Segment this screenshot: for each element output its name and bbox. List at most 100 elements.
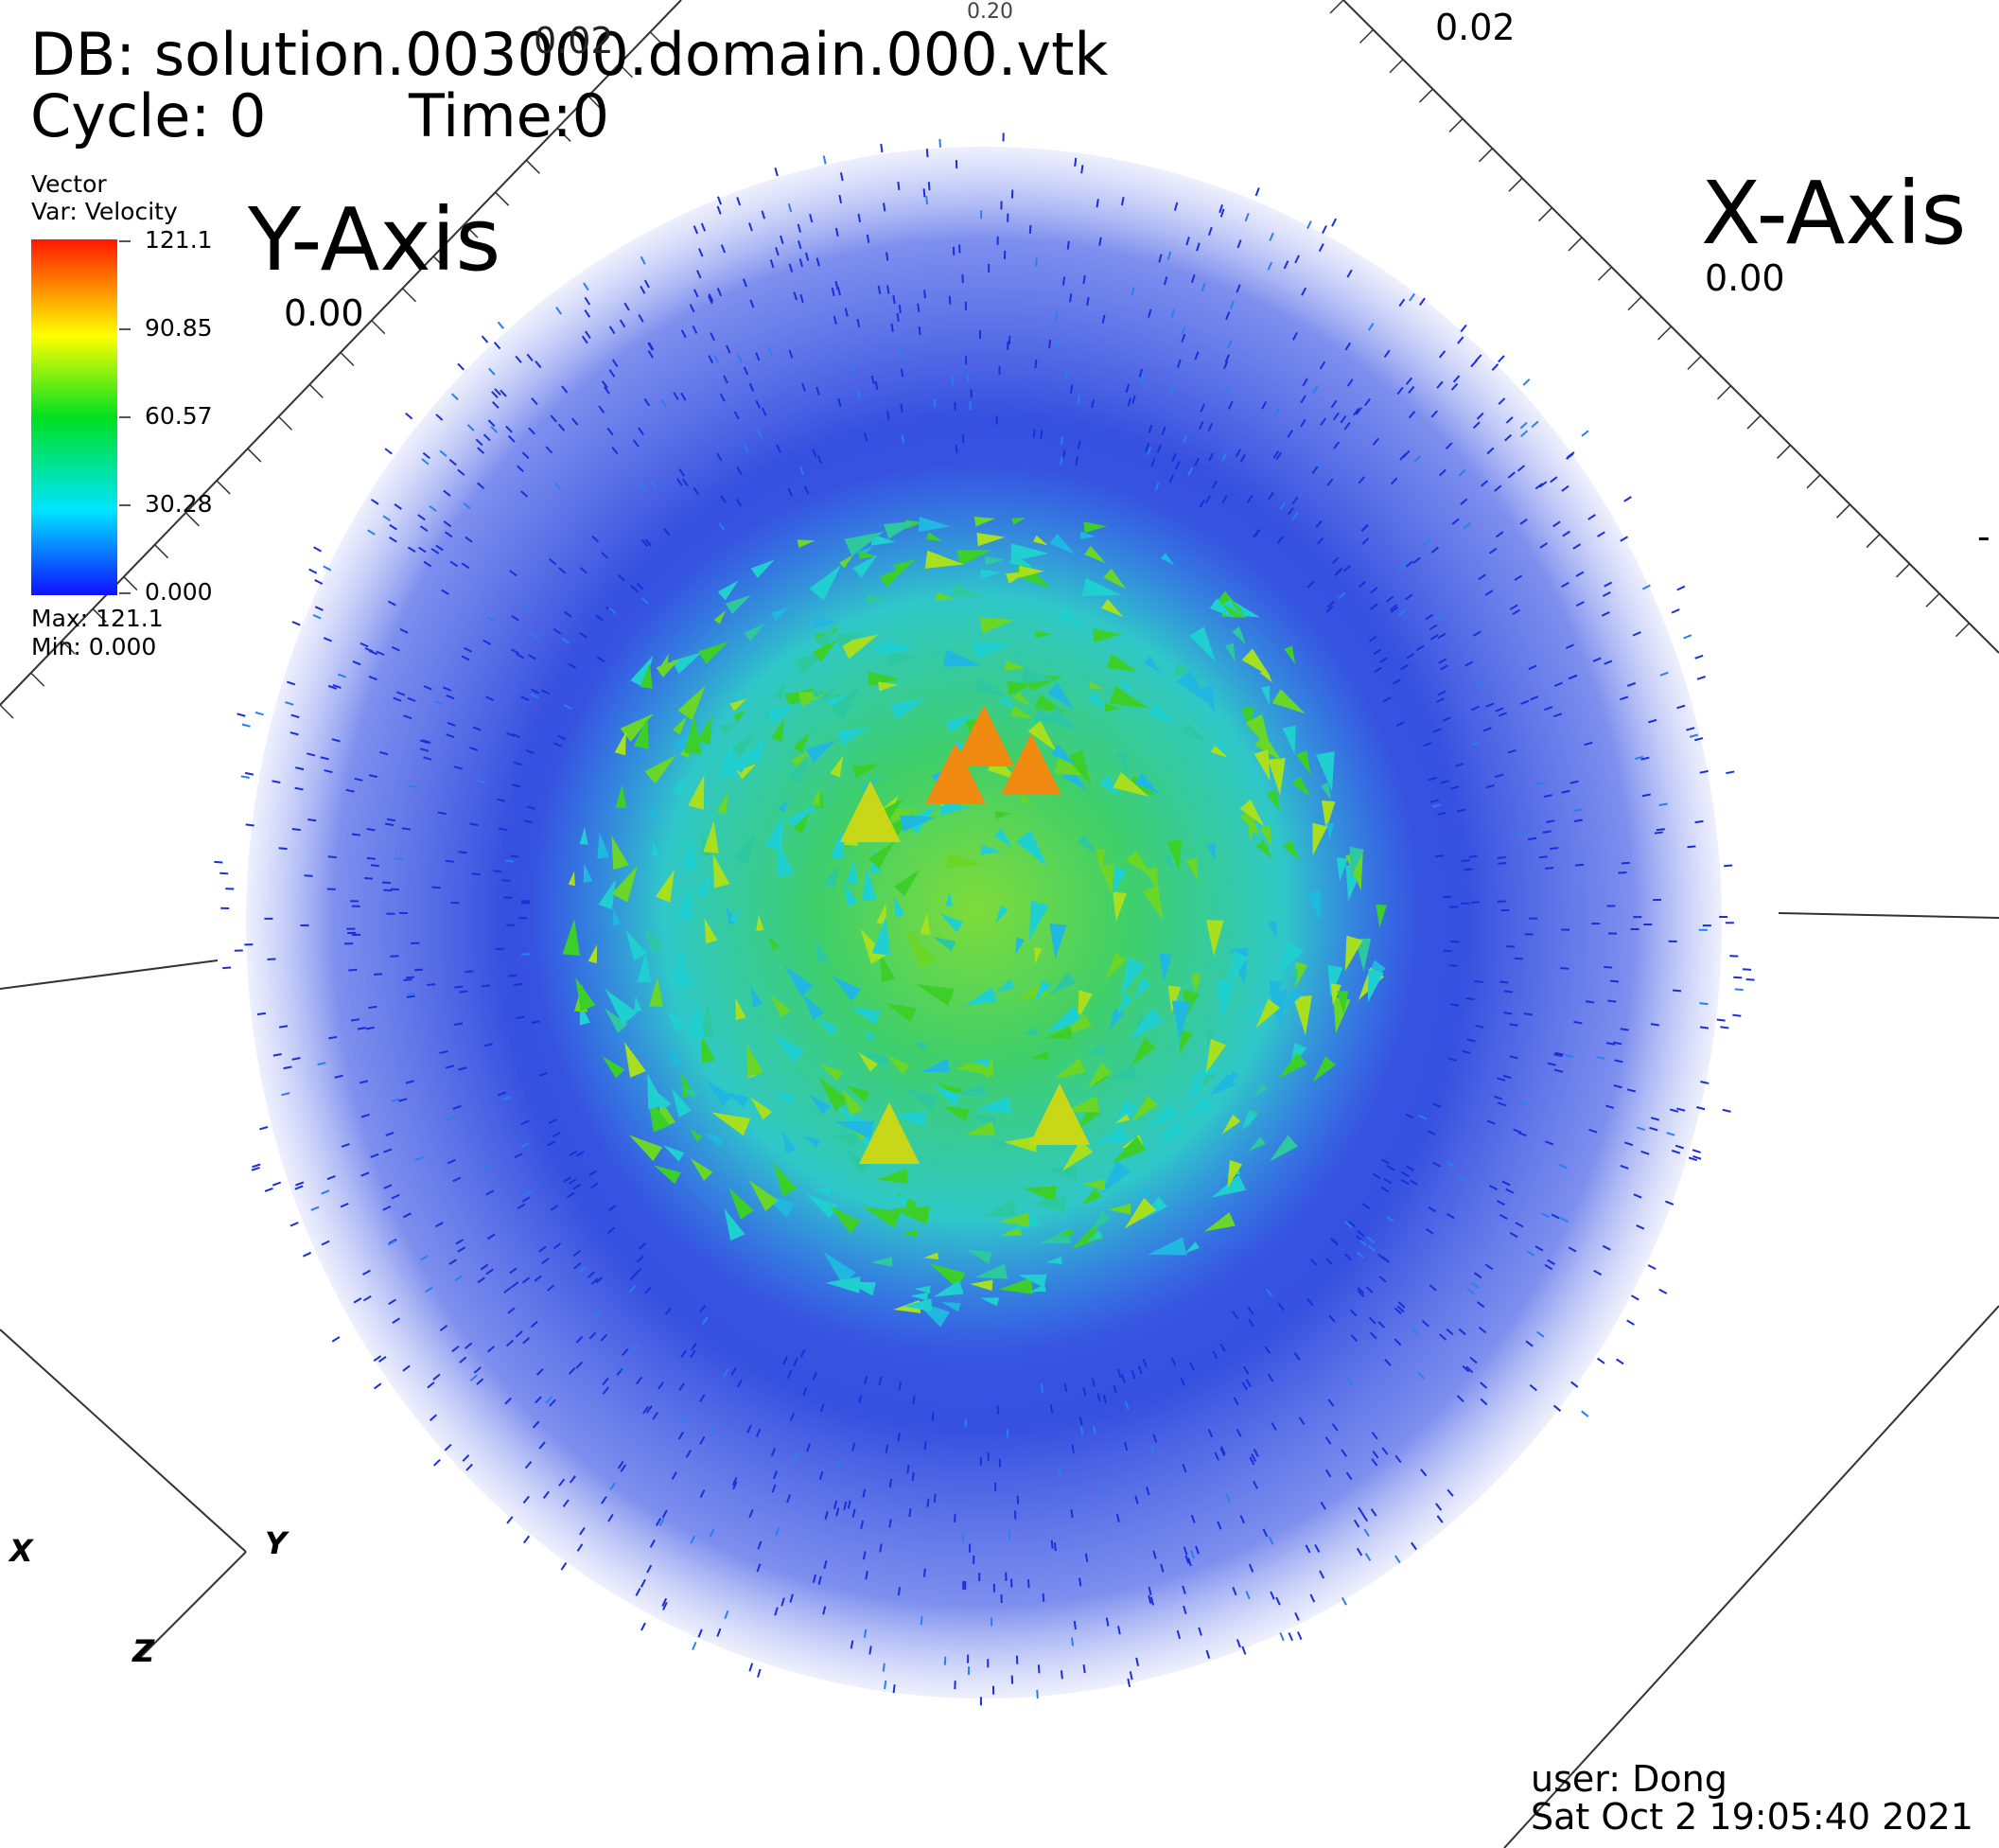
vector-glyph [920,1616,923,1626]
vector-glyph [835,631,866,648]
vector-glyph [584,296,591,306]
axis-tick [1597,266,1613,281]
vector-glyph [1123,1441,1129,1452]
vector-glyph [757,1540,763,1550]
vector-glyph [516,653,525,660]
vector-glyph [535,360,542,369]
vector-glyph [1225,386,1231,396]
vector-glyph [833,315,837,325]
vector-glyph [488,367,496,376]
vector-glyph [1198,1627,1202,1636]
vector-glyph [310,1206,320,1211]
vector-glyph [743,366,749,376]
vector-glyph [725,594,751,615]
vector-glyph [457,362,465,371]
vector-glyph [1432,1161,1442,1168]
vector-glyph [1279,1632,1285,1642]
vector-glyph [1597,1357,1605,1364]
vector-glyph [886,411,890,420]
vector-glyph [886,252,889,261]
vector-glyph [1336,857,1348,882]
vector-glyph [1283,988,1303,1012]
vector-glyph [1248,825,1256,842]
vector-glyph [1241,1110,1257,1131]
vector-glyph [1550,476,1558,484]
vector-glyph [1103,568,1127,590]
axis-tick [1716,385,1732,400]
vector-glyph [1445,442,1453,449]
vector-glyph [1331,218,1337,227]
vector-glyph [1640,1150,1650,1155]
vector-glyph [1465,996,1475,1001]
vector-glyph [717,196,723,205]
vector-glyph [521,1196,531,1203]
vector-glyph [1559,1217,1569,1223]
vector-glyph [434,1222,444,1228]
vector-glyph [1194,457,1200,466]
vector-glyph [847,1500,851,1509]
vector-glyph [1545,1140,1554,1146]
vector-glyph [1542,830,1552,834]
vector-glyph [1149,1596,1154,1606]
vector-glyph [1436,1515,1444,1523]
vector-glyph [369,649,378,656]
vector-glyph [1191,975,1201,994]
vector-glyph [1259,824,1272,848]
vector-glyph [1337,991,1349,1015]
vector-glyph [1018,1274,1047,1288]
axis-tick [340,351,355,367]
vector-glyph [1456,808,1466,813]
vector-glyph [838,194,843,204]
axis-tick [1895,563,1911,578]
vector-glyph [641,597,650,605]
vector-glyph [422,739,431,744]
vector-glyph [700,222,707,232]
vector-glyph [498,827,507,832]
vector-glyph [1394,1454,1402,1464]
vector-glyph [1212,1350,1219,1360]
vector-glyph [368,1005,377,1010]
vector-glyph [1501,1180,1511,1187]
vector-glyph [1692,1155,1702,1160]
vector-glyph [1273,408,1280,417]
vector-glyph [1182,1585,1186,1594]
vector-glyph [535,1368,544,1376]
vector-glyph [1359,1239,1368,1247]
vector-glyph [1160,553,1175,566]
vector-glyph [459,1356,467,1364]
vector-glyph [724,1610,729,1619]
vector-glyph [1309,1258,1318,1266]
vector-glyph [1503,1012,1513,1015]
vector-glyph [772,1470,779,1480]
vector-glyph [391,1193,400,1200]
vector-glyph [767,346,773,356]
vector-glyph [1163,276,1168,286]
vector-glyph [793,731,810,753]
vector-glyph [523,606,532,613]
y-axis-title: Y-Axis [248,189,501,290]
vector-glyph [370,499,379,505]
vector-glyph [245,823,254,827]
vector-glyph [623,302,630,311]
vector-glyph [528,654,536,660]
vector-glyph [1301,287,1307,296]
vector-glyph [1125,850,1153,878]
axis-tick [1537,207,1553,222]
vector-glyph [671,946,691,986]
vector-glyph [1283,260,1289,270]
vector-glyph [1405,377,1413,385]
vector-glyph [801,382,806,392]
vector-glyph [1093,628,1123,643]
vector-glyph [517,1203,526,1210]
vector-glyph [491,400,500,409]
vector-glyph [1353,1519,1360,1528]
vector-glyph [575,977,596,1012]
vector-glyph [384,448,393,455]
vector-glyph [696,715,713,746]
vector-glyph [1694,654,1704,660]
vector-glyph [461,655,470,661]
vector-glyph [1381,1256,1390,1263]
vector-glyph [1520,430,1529,438]
vector-glyph [506,1516,514,1524]
